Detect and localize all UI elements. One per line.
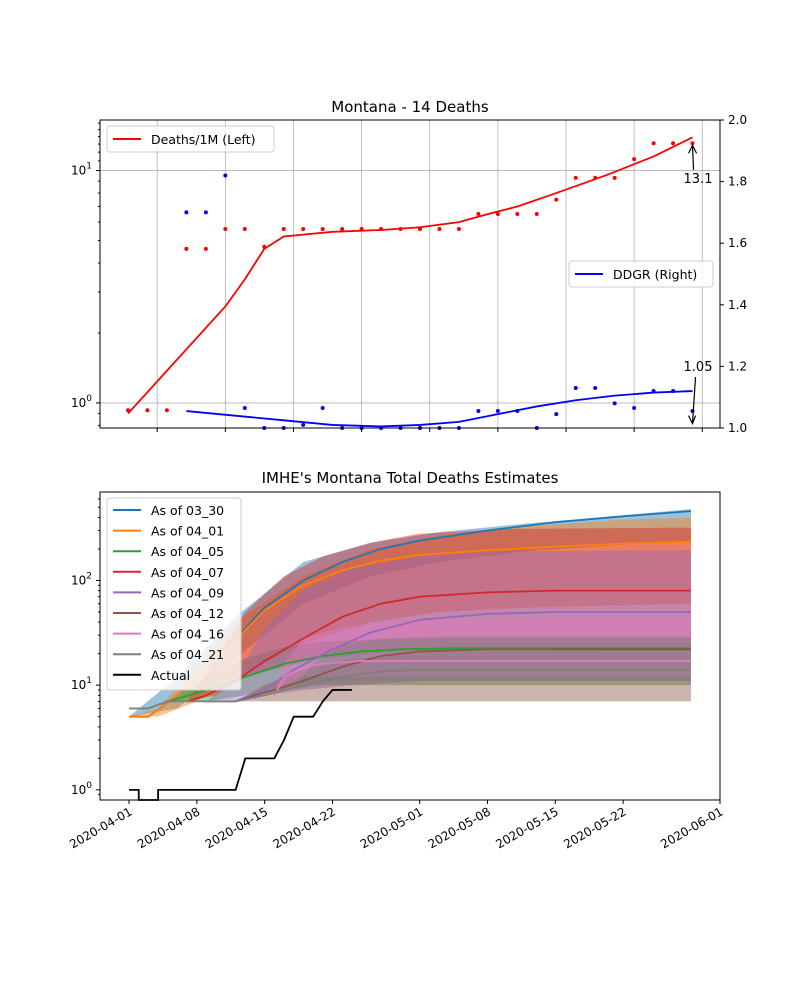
bottom-series-line-7 — [129, 668, 691, 710]
top-annotations: 13.1 1.05 — [684, 143, 713, 426]
top-series-1-point-0 — [184, 210, 189, 215]
top-series-1-point-19 — [554, 412, 559, 417]
bottom-ytick-label-0: 100 — [71, 781, 92, 797]
bottom-series-line-4 — [206, 611, 691, 703]
top-rtick-label-3: 1.6 — [728, 236, 747, 250]
top-series-0-point-4 — [203, 246, 208, 251]
top-legend-right: DDGR (Right) — [568, 260, 714, 288]
top-series-0-point-29 — [690, 141, 695, 146]
top-series-1-point-21 — [593, 385, 598, 390]
bottom-xtick-label-1: 2020-04-08 — [135, 804, 202, 851]
top-series-0-point-19 — [495, 212, 500, 217]
top-series-0-point-22 — [554, 197, 559, 202]
top-series-0-point-26 — [632, 157, 637, 162]
bottom-legend-box — [106, 497, 242, 691]
top-chart: 100 101 1.0 1.2 1.4 1.6 1.8 2.0 Montana - 14 De… — [71, 98, 747, 435]
legend-label-deaths: Deaths/1M (Left) — [151, 132, 256, 147]
top-series-1-point-15 — [476, 409, 481, 414]
top-series-0-point-5 — [223, 227, 228, 232]
bottom-legend-label-8: Actual — [151, 668, 190, 683]
bottom-legend-label-3: As of 04_07 — [151, 565, 224, 580]
bottom-legend-label-2: As of 04_05 — [151, 544, 224, 559]
top-series-1-point-6 — [301, 422, 306, 427]
bottom-legend-label-7: As of 04_21 — [151, 647, 224, 662]
top-series-line-0 — [127, 136, 693, 415]
top-series-0-point-3 — [184, 246, 189, 251]
top-series-0-point-28 — [671, 141, 676, 146]
bottom-xtick-label-4: 2020-05-01 — [358, 804, 425, 851]
annotation-arrow-ddgr — [687, 376, 697, 426]
top-series-0-point-27 — [651, 141, 656, 146]
bottom-legend: As of 03_30 As of 04_01 As of 04_05 As of 0… — [106, 497, 242, 691]
legend-label-ddgr: DDGR (Right) — [613, 267, 697, 282]
top-series-line-1 — [186, 390, 693, 428]
top-ytick-label-1: 101 — [71, 162, 92, 178]
bottom-xtick-label-6: 2020-05-15 — [493, 804, 560, 851]
bottom-chart: 2020-04-01 2020-04-08 2020-04-15 2020-04-22… — [67, 469, 725, 851]
legend-box-right — [568, 260, 714, 288]
top-series-0-point-16 — [437, 227, 442, 232]
bottom-band-1 — [129, 517, 691, 717]
bottom-series-line-6 — [273, 660, 691, 696]
bottom-chart-title: IMHE's Montana Total Deaths Estimates — [262, 469, 559, 487]
bottom-ytick-label-2: 102 — [71, 571, 92, 587]
top-series-1-point-16 — [495, 409, 500, 414]
top-legend-left: Deaths/1M (Left) — [106, 125, 275, 153]
top-series-0-point-10 — [320, 227, 325, 232]
top-lines — [127, 136, 693, 428]
annotation-deaths-last: 13.1 — [684, 172, 713, 187]
bottom-xtick-label-8: 2020-06-01 — [658, 804, 725, 851]
bottom-xtick-label-5: 2020-05-08 — [426, 804, 493, 851]
bottom-legend-label-6: As of 04_16 — [151, 627, 224, 642]
top-rtick-label-2: 1.4 — [728, 298, 747, 312]
top-series-1-point-7 — [320, 405, 325, 410]
bottom-legend-label-5: As of 04_12 — [151, 606, 224, 621]
top-plot-frame — [99, 119, 721, 429]
bottom-band-6 — [274, 616, 691, 696]
top-series-0-point-6 — [242, 227, 247, 232]
top-series-1-point-22 — [612, 401, 617, 406]
top-series-1-point-23 — [632, 405, 637, 410]
top-rtick-label-0: 1.0 — [728, 421, 747, 435]
annotation-ddgr-last: 1.05 — [684, 360, 713, 375]
bottom-series-line-1 — [129, 540, 691, 718]
top-series-1-point-2 — [223, 173, 228, 178]
top-ytick-label-0: 100 — [71, 394, 92, 410]
top-rtick-label-4: 1.8 — [728, 175, 747, 189]
legend-box-left — [106, 125, 275, 153]
annotation-arrow-deaths — [687, 143, 698, 171]
top-series-0-point-18 — [476, 212, 481, 217]
top-rtick-label-5: 2.0 — [728, 113, 747, 127]
top-series-0-point-9 — [301, 227, 306, 232]
bottom-series-line-5 — [235, 648, 691, 703]
bottom-xtick-label-7: 2020-05-22 — [561, 804, 628, 851]
top-series-0-point-1 — [145, 408, 150, 413]
top-series-1-point-1 — [203, 210, 208, 215]
bottom-legend-label-0: As of 03_30 — [151, 503, 224, 518]
bottom-xtick-label-0: 2020-04-01 — [67, 804, 134, 851]
top-series-0-point-11 — [340, 227, 345, 232]
top-series-0-point-2 — [164, 408, 169, 413]
top-series-0-point-25 — [612, 175, 617, 180]
bottom-legend-label-1: As of 04_01 — [151, 524, 224, 539]
bottom-xtick-label-2: 2020-04-15 — [203, 804, 270, 851]
top-series-1-point-20 — [573, 385, 578, 390]
top-series-0-point-20 — [515, 212, 520, 217]
bottom-plot-frame — [99, 491, 721, 801]
bottom-xtick-label-3: 2020-04-22 — [271, 804, 338, 851]
top-series-0-point-17 — [456, 227, 461, 232]
bottom-ytick-label-1: 101 — [71, 676, 92, 692]
bottom-legend-label-4: As of 04_09 — [151, 585, 224, 600]
top-series-0-point-23 — [573, 175, 578, 180]
top-chart-title: Montana - 14 Deaths — [331, 98, 489, 116]
top-rtick-label-1: 1.2 — [728, 359, 747, 373]
top-series-0-point-21 — [534, 212, 539, 217]
top-series-1-point-3 — [242, 405, 247, 410]
top-series-0-point-8 — [281, 227, 286, 232]
top-axes: 100 101 1.0 1.2 1.4 1.6 1.8 2.0 — [71, 113, 747, 435]
